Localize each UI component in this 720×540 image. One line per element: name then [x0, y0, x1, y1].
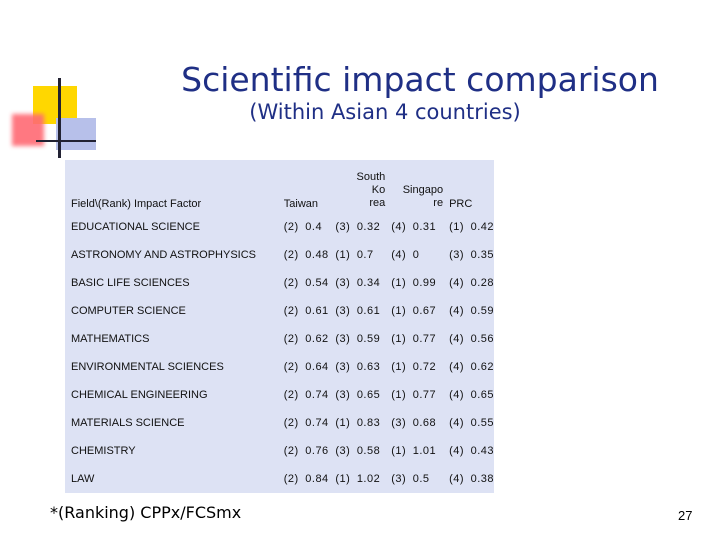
cell-taiwan: (2) 0.84: [283, 473, 329, 485]
cell-singapore: (4) 0: [391, 249, 420, 261]
cell-prc: (4) 0.28: [449, 277, 494, 289]
header-korea: South Ko rea: [335, 160, 391, 213]
cell-korea: (3) 0.65: [335, 389, 381, 401]
cell-singapore: (1) 0.67: [391, 305, 437, 317]
header-korea-line2: Ko: [371, 184, 386, 196]
header-korea-line3: rea: [369, 197, 386, 209]
cell-prc: (4) 0.65: [449, 389, 494, 401]
cell-field: EDUCATIONAL SCIENCE: [71, 221, 200, 233]
table-row: LAW (2) 0.84 (1) 1.02 (3) 0.5 (4) 0.38: [65, 465, 494, 493]
table-row: MATERIALS SCIENCE (2) 0.74 (1) 0.83 (3) …: [65, 409, 494, 437]
cell-prc: (4) 0.55: [449, 417, 494, 429]
decorative-blue-square: [56, 118, 96, 150]
slide-subtitle: (Within Asian 4 countries): [249, 100, 521, 124]
cell-korea: (1) 0.7: [335, 249, 374, 261]
header-field: Field\(Rank) Impact Factor: [71, 198, 202, 210]
cell-singapore: (3) 0.5: [391, 473, 430, 485]
cell-singapore: (1) 0.99: [391, 277, 437, 289]
cell-prc: (4) 0.38: [449, 473, 494, 485]
header-singapore-line2: re: [433, 197, 444, 209]
cell-field: ASTRONOMY AND ASTROPHYSICS: [71, 249, 257, 261]
cell-prc: (4) 0.43: [449, 445, 494, 457]
cell-prc: (1) 0.42: [449, 221, 494, 233]
cell-prc: (4) 0.56: [449, 333, 494, 345]
cell-singapore: (1) 0.77: [391, 389, 437, 401]
cell-singapore: (1) 0.77: [391, 333, 437, 345]
table-row: COMPUTER SCIENCE (2) 0.61 (3) 0.61 (1) 0…: [65, 297, 494, 325]
cell-singapore: (1) 1.01: [391, 445, 437, 457]
table-row: ASTRONOMY AND ASTROPHYSICS (2) 0.48 (1) …: [65, 241, 494, 269]
impact-table: Field\(Rank) Impact Factor Taiwan South …: [65, 160, 494, 493]
cell-field: LAW: [71, 473, 95, 485]
cell-field: CHEMICAL ENGINEERING: [71, 389, 208, 401]
cell-field: MATHEMATICS: [71, 333, 150, 345]
cell-taiwan: (2) 0.74: [283, 417, 329, 429]
cell-taiwan: (2) 0.61: [283, 305, 329, 317]
cell-korea: (1) 1.02: [335, 473, 381, 485]
cell-korea: (3) 0.34: [335, 277, 381, 289]
cell-field: MATERIALS SCIENCE: [71, 417, 185, 429]
cell-taiwan: (2) 0.48: [283, 249, 329, 261]
cell-taiwan: (2) 0.64: [283, 361, 329, 373]
header-singapore-line1: Singapo: [402, 184, 444, 196]
footnote: *(Ranking) CPPx/FCSmx: [50, 503, 242, 522]
decorative-horizontal-line: [36, 140, 96, 142]
header-taiwan: Taiwan: [283, 198, 319, 210]
table-header-row: Field\(Rank) Impact Factor Taiwan South …: [65, 160, 494, 213]
table-row: BASIC LIFE SCIENCES (2) 0.54 (3) 0.34 (1…: [65, 269, 494, 297]
cell-korea: (3) 0.32: [335, 221, 381, 233]
table-row: CHEMICAL ENGINEERING (2) 0.74 (3) 0.65 (…: [65, 381, 494, 409]
header-korea-line1: South: [356, 171, 386, 183]
table-row: MATHEMATICS (2) 0.62 (3) 0.59 (1) 0.77 (…: [65, 325, 494, 353]
cell-field: ENVIRONMENTAL SCIENCES: [71, 361, 224, 373]
cell-taiwan: (2) 0.54: [283, 277, 329, 289]
cell-field: COMPUTER SCIENCE: [71, 305, 186, 317]
cell-korea: (3) 0.61: [335, 305, 381, 317]
cell-taiwan: (2) 0.76: [283, 445, 329, 457]
decorative-vertical-line: [58, 78, 61, 158]
page-number: 27: [678, 508, 693, 523]
cell-singapore: (1) 0.72: [391, 361, 437, 373]
cell-prc: (4) 0.62: [449, 361, 494, 373]
slide-title: Scientific impact comparison: [181, 60, 659, 99]
cell-singapore: (4) 0.31: [391, 221, 437, 233]
cell-taiwan: (2) 0.74: [283, 389, 329, 401]
cell-singapore: (3) 0.68: [391, 417, 437, 429]
table-row: ENVIRONMENTAL SCIENCES (2) 0.64 (3) 0.63…: [65, 353, 494, 381]
cell-prc: (3) 0.35: [449, 249, 494, 261]
cell-field: CHEMISTRY: [71, 445, 136, 457]
cell-field: BASIC LIFE SCIENCES: [71, 277, 190, 289]
cell-taiwan: (2) 0.4: [283, 221, 323, 233]
cell-korea: (3) 0.63: [335, 361, 381, 373]
header-prc: PRC: [449, 198, 473, 210]
cell-korea: (3) 0.59: [335, 333, 381, 345]
table-row: EDUCATIONAL SCIENCE (2) 0.4 (3) 0.32 (4)…: [65, 213, 494, 241]
cell-prc: (4) 0.59: [449, 305, 494, 317]
header-singapore: Singapo re: [391, 160, 449, 213]
table-row: CHEMISTRY (2) 0.76 (3) 0.58 (1) 1.01 (4)…: [65, 437, 494, 465]
cell-korea: (3) 0.58: [335, 445, 381, 457]
cell-korea: (1) 0.83: [335, 417, 381, 429]
cell-taiwan: (2) 0.62: [283, 333, 329, 345]
